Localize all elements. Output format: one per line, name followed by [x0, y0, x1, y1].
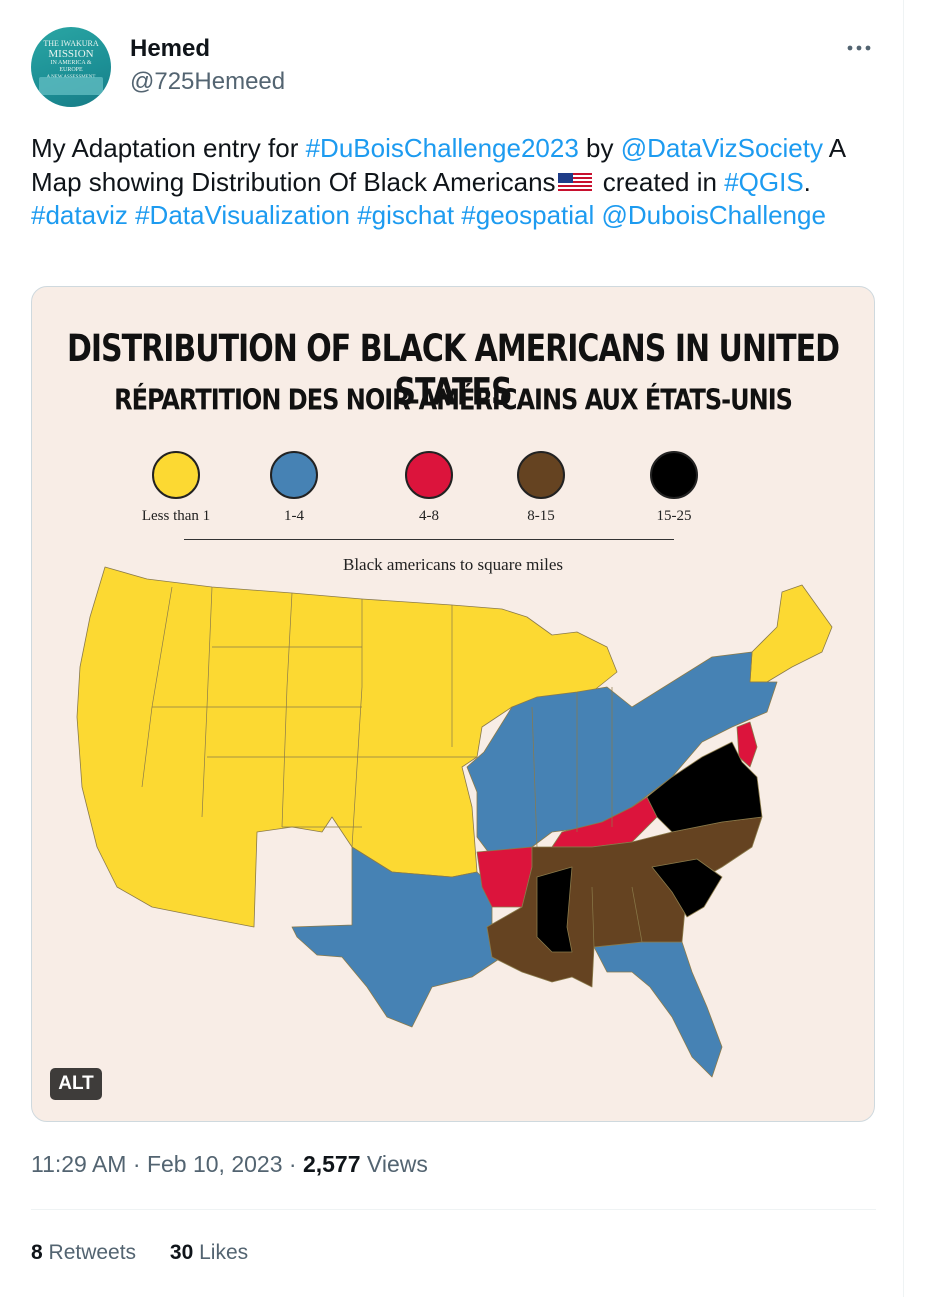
us-flag-icon — [557, 168, 592, 193]
tweet-image[interactable]: DISTRIBUTION OF BLACK AMERICANS IN UNITE… — [31, 286, 875, 1122]
avatar-line: IN AMERICA & — [50, 60, 92, 66]
more-horizontal-icon[interactable] — [844, 36, 874, 60]
meta-separator: · — [126, 1151, 147, 1177]
author-handle[interactable]: @725Hemeed — [130, 68, 286, 95]
retweets-label: Retweets — [42, 1241, 137, 1264]
legend-swatch — [152, 451, 200, 499]
author-name[interactable]: Hemed — [130, 35, 211, 62]
divider — [31, 1209, 876, 1210]
hashtag-qgis[interactable]: #QGIS — [724, 166, 804, 197]
legend-divider — [184, 539, 674, 540]
hashtag-duboischallenge2023[interactable]: #DuBoisChallenge2023 — [305, 133, 579, 163]
tweet-meta: 11:29 AM · Feb 10, 2023 · 2,577 Views — [31, 1151, 428, 1178]
avatar-artwork — [39, 77, 103, 95]
region-1-4-texas — [291, 846, 503, 1028]
region-low-density — [76, 566, 618, 928]
legend-label: 1-4 — [284, 508, 304, 524]
retweets-stat[interactable]: 8 Retweets — [31, 1241, 136, 1264]
state-borders — [141, 586, 643, 948]
region-15-25-virginia — [646, 741, 763, 833]
tweet-text-part: created in — [595, 166, 725, 197]
tweet: THE IWAKURA MISSION IN AMERICA & EUROPE … — [31, 0, 904, 1297]
views-count: 2,577 — [302, 1151, 361, 1177]
legend-label: Less than 1 — [141, 508, 211, 524]
tweet-text: My Adaptation entry for #DuBoisChallenge… — [31, 132, 861, 233]
legend-item: 4-8 — [384, 451, 474, 525]
avatar-line: MISSION — [48, 48, 94, 60]
likes-count: 30 — [169, 1241, 194, 1264]
legend-item: Less than 1 — [131, 451, 221, 525]
region-15-25-mississippi — [536, 866, 573, 953]
tweet-text-part: . — [803, 166, 811, 197]
likes-label: Likes — [193, 1241, 249, 1264]
hashtag-geospatial[interactable]: #geospatial — [461, 200, 595, 230]
mention-datavizsociety[interactable]: @DataVizSociety — [620, 133, 823, 163]
region-15-25-southcarolina — [651, 858, 723, 918]
region-4-8-newjersey — [736, 721, 758, 768]
likes-stat[interactable]: 30 Likes — [170, 1241, 248, 1264]
legend-item: 8-15 — [496, 451, 586, 525]
tweet-date[interactable]: Feb 10, 2023 — [146, 1151, 283, 1177]
retweets-count: 8 — [31, 1241, 43, 1264]
legend-caption: Black americans to square miles — [343, 555, 563, 574]
us-choropleth-map — [76, 566, 833, 1078]
views-label: Views — [360, 1151, 428, 1177]
map-subtitle: RÉPARTITION DES NOIR-AMÉRICAINS AUX ÉTAT… — [114, 383, 793, 417]
legend-item: 15-25 — [629, 451, 719, 525]
legend-swatch — [517, 451, 565, 499]
region-low-density-ne — [749, 584, 833, 683]
tweet-text-part: by — [578, 133, 621, 163]
legend-item: 1-4 — [249, 451, 339, 525]
tweet-time[interactable]: 11:29 AM — [31, 1151, 127, 1177]
legend-label: 15-25 — [656, 508, 692, 524]
mention-duboischallenge[interactable]: @DuboisChallenge — [601, 200, 826, 230]
alt-badge[interactable]: ALT — [50, 1068, 102, 1100]
hashtag-datavisualization[interactable]: #DataVisualization — [135, 200, 350, 230]
tweet-text-part: My Adaptation entry for — [31, 133, 306, 163]
legend-label: 4-8 — [419, 508, 439, 524]
avatar-line: EUROPE — [59, 67, 83, 73]
legend-label: 8-15 — [527, 508, 555, 524]
region-1-4 — [466, 651, 778, 858]
legend-swatch — [270, 451, 318, 499]
legend-swatch — [405, 451, 453, 499]
avatar[interactable]: THE IWAKURA MISSION IN AMERICA & EUROPE … — [31, 27, 111, 107]
tweet-stats: 8 Retweets 30 Likes — [31, 1241, 276, 1265]
tweet-text-part: A Map showing Distribution Of Black Amer… — [31, 133, 845, 197]
hashtag-gischat[interactable]: #gischat — [357, 200, 455, 230]
hashtag-dataviz[interactable]: #dataviz — [31, 200, 128, 230]
avatar-text: THE IWAKURA MISSION IN AMERICA & EUROPE … — [31, 39, 111, 81]
meta-separator: · — [282, 1151, 303, 1177]
map-title: DISTRIBUTION OF BLACK AMERICANS IN UNITE… — [66, 327, 840, 415]
legend-swatch — [650, 451, 698, 499]
region-1-4-florida — [593, 941, 723, 1078]
avatar-line: THE IWAKURA — [43, 39, 99, 48]
